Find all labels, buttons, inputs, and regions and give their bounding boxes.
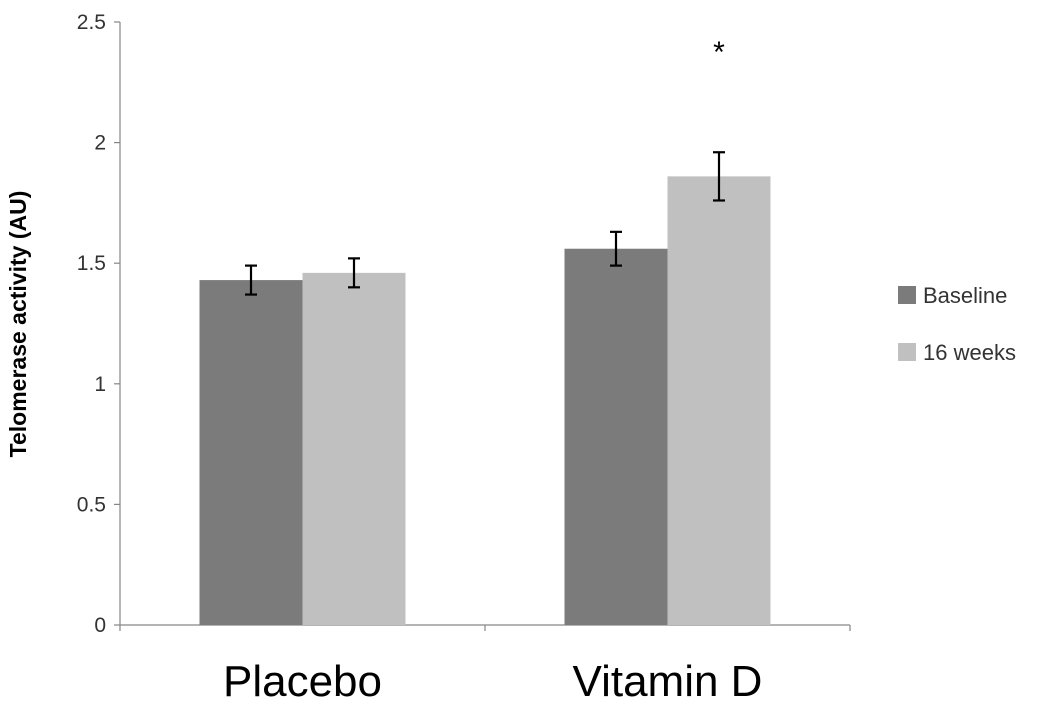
- error-bar: [245, 264, 257, 296]
- y-axis: 0 0.5 1 1.5 2 2.5: [77, 11, 121, 637]
- bar-baseline: [199, 280, 303, 625]
- significance-asterisk: *: [713, 36, 725, 69]
- legend-swatch: [898, 286, 916, 304]
- x-category-label: Placebo: [223, 657, 382, 706]
- bar-baseline: [564, 248, 668, 625]
- y-axis-title: Telomerase activity (AU): [5, 191, 31, 458]
- x-category-label: Vitamin D: [573, 657, 763, 706]
- legend: Baseline 16 weeks: [898, 283, 1016, 365]
- legend-label: Baseline: [923, 283, 1007, 308]
- bar-sixteen-weeks: [302, 272, 406, 625]
- y-tick-label: 0.5: [77, 493, 106, 516]
- bar-sixteen-weeks: [667, 176, 771, 626]
- x-axis: Placebo Vitamin D: [119, 624, 851, 706]
- y-tick-label: 2: [94, 132, 106, 155]
- y-tick-label: 1.5: [77, 252, 106, 275]
- legend-label: 16 weeks: [923, 340, 1016, 365]
- legend-swatch: [898, 343, 916, 361]
- error-bar: [610, 230, 622, 267]
- error-bar: [713, 151, 725, 202]
- y-tick-label: 0: [94, 614, 106, 637]
- bars: *: [199, 36, 771, 626]
- y-tick-label: 2.5: [77, 11, 106, 34]
- error-bar: [348, 257, 360, 289]
- y-tick-label: 1: [94, 373, 106, 396]
